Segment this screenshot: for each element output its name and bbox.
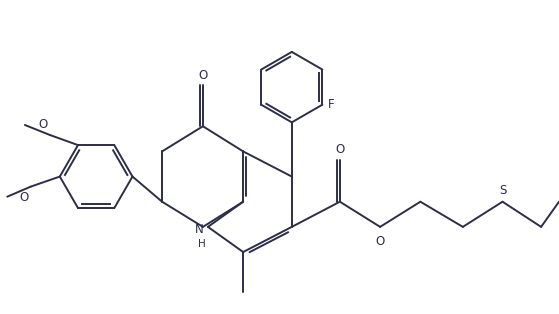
Text: O: O	[376, 235, 385, 248]
Text: S: S	[499, 184, 506, 197]
Text: O: O	[335, 143, 344, 156]
Text: N: N	[195, 223, 203, 236]
Text: O: O	[39, 117, 48, 131]
Text: H: H	[198, 239, 206, 249]
Text: O: O	[198, 68, 207, 82]
Text: F: F	[328, 98, 334, 111]
Text: O: O	[19, 191, 29, 204]
